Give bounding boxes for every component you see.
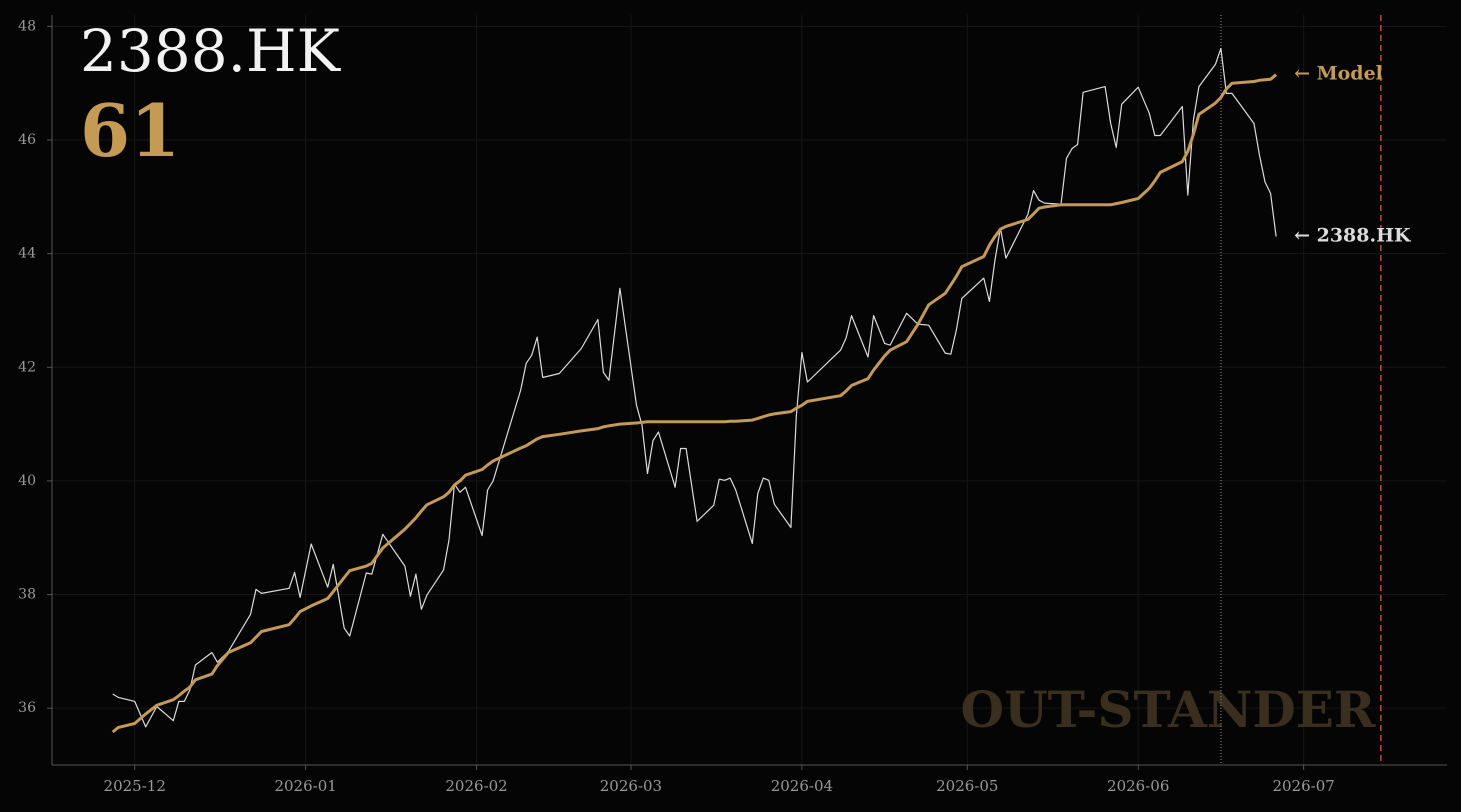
series-line xyxy=(112,47,1277,728)
series-line xyxy=(111,73,1278,734)
y-tick-label: 36 xyxy=(18,700,36,716)
x-tick-label: 2026-03 xyxy=(600,777,662,795)
x-tick-label: 2026-04 xyxy=(771,777,833,795)
x-tick-label: 2026-06 xyxy=(1107,777,1169,795)
x-tick-label: 2025-12 xyxy=(104,777,166,795)
series-label: ← 2388.HK xyxy=(1294,225,1412,247)
chart-title: 2388.HK xyxy=(80,17,342,85)
score: 61 xyxy=(80,88,180,173)
watermark: OUT-STANDER xyxy=(961,680,1376,739)
x-tick-label: 2026-05 xyxy=(936,777,998,795)
y-tick-label: 38 xyxy=(18,587,36,603)
x-tick-label: 2026-07 xyxy=(1272,777,1334,795)
series-label: ← Model xyxy=(1294,63,1383,85)
x-tick-label: 2026-02 xyxy=(445,777,507,795)
y-tick-label: 48 xyxy=(18,18,36,34)
y-tick-label: 40 xyxy=(18,473,36,489)
x-tick-label: 2026-01 xyxy=(274,777,336,795)
y-tick-label: 46 xyxy=(18,132,36,148)
y-tick-label: 44 xyxy=(18,246,36,262)
y-tick-label: 42 xyxy=(18,359,36,375)
